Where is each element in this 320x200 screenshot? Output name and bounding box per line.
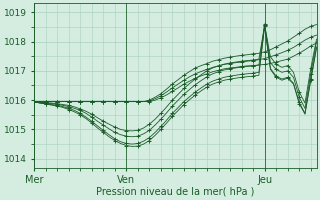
X-axis label: Pression niveau de la mer( hPa ): Pression niveau de la mer( hPa )	[96, 187, 254, 197]
